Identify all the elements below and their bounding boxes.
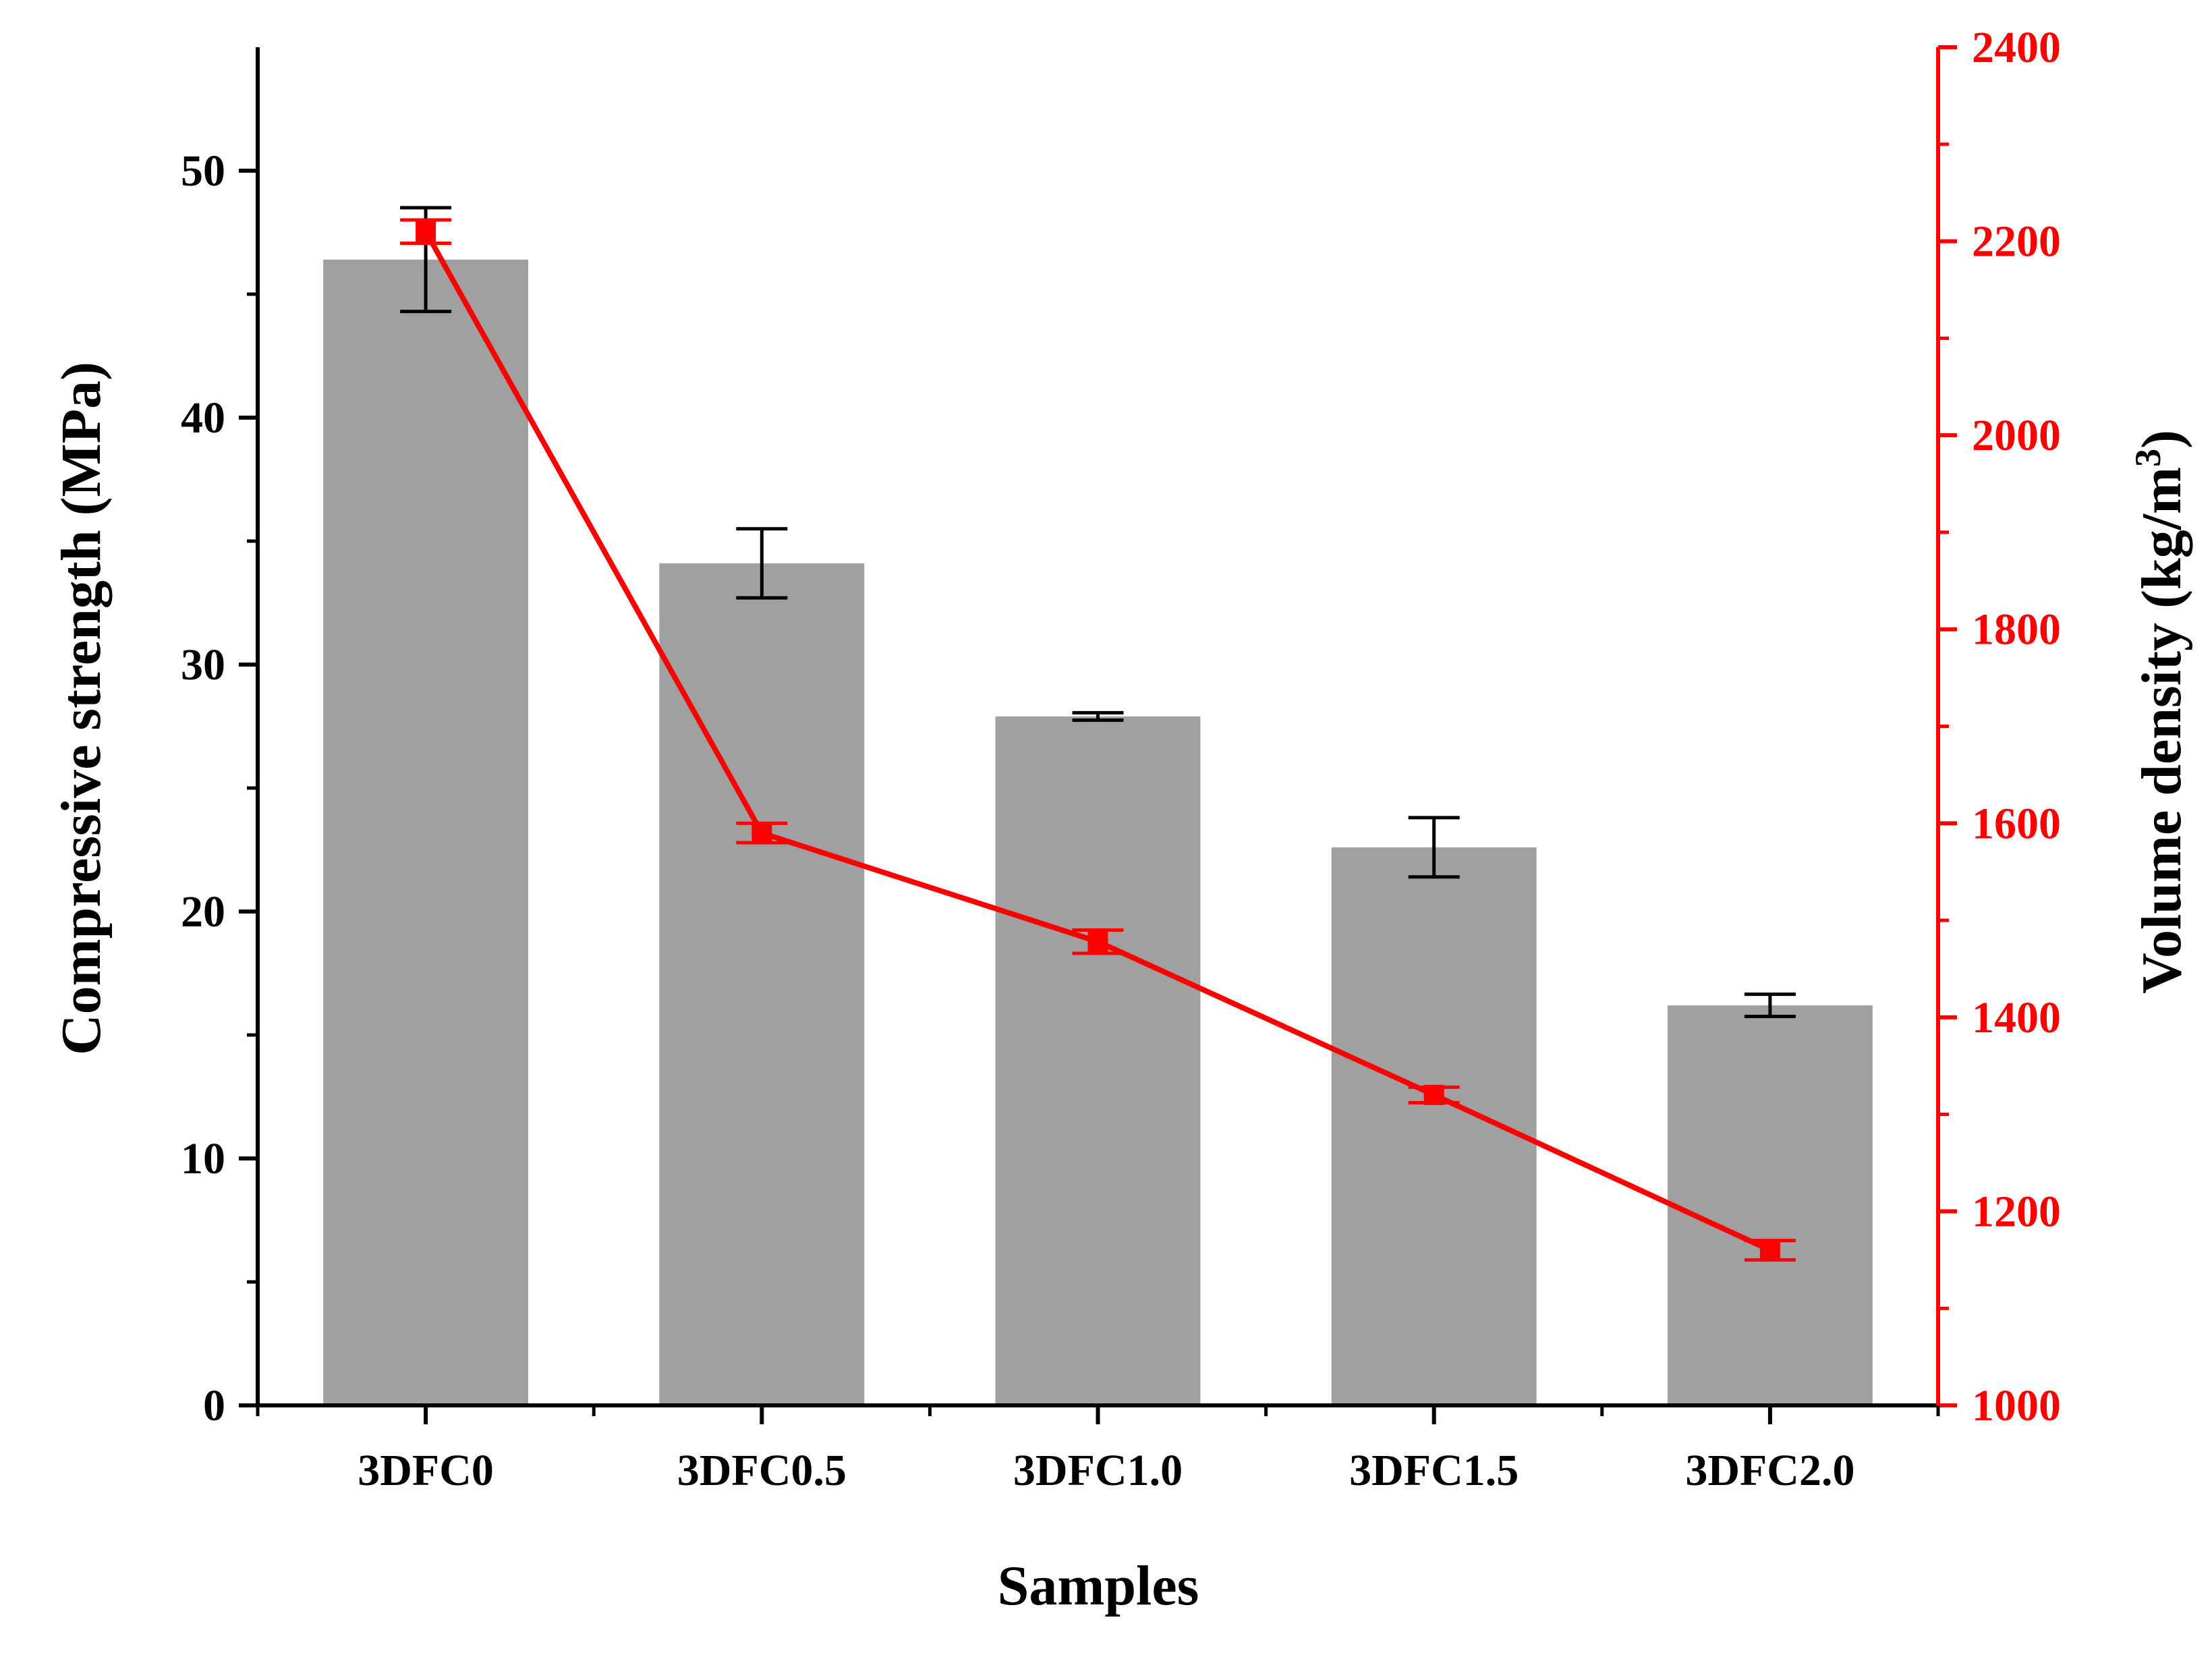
- density-marker-3DFC2.0: [1759, 1239, 1780, 1260]
- y-right-tick-label: 2200: [1972, 217, 2061, 267]
- density-marker-3DFC0.5: [751, 822, 772, 843]
- x-axis-title: Samples: [998, 1554, 1199, 1617]
- y-left-tick-label: 40: [181, 393, 225, 443]
- y-right-tick-label: 2400: [1972, 23, 2061, 72]
- density-marker-3DFC1.5: [1423, 1084, 1444, 1105]
- y-left-tick-label: 0: [203, 1381, 225, 1430]
- bar-3DFC2.0: [1667, 1005, 1873, 1405]
- bar-3DFC0: [323, 259, 529, 1405]
- x-tick-label: 3DFC0.5: [677, 1446, 847, 1495]
- y-right-tick-label: 1400: [1972, 993, 2061, 1042]
- y-right-axis-title-close: ): [2130, 430, 2193, 449]
- bars-layer: [323, 259, 1873, 1406]
- bar-3DFC1.0: [995, 716, 1201, 1405]
- y-right-tick-label: 1000: [1972, 1381, 2061, 1430]
- y-right-tick-label: 1200: [1972, 1187, 2061, 1236]
- y-left-tick-label: 20: [181, 887, 225, 936]
- bar-3DFC0.5: [659, 563, 865, 1406]
- ticks-layer: 0 10 20 30 40 50 1000 1200 1400 1600 1800 2000 2200 2…: [181, 23, 2061, 1495]
- density-line-layer: [400, 218, 1796, 1262]
- y-right-tick-label: 1800: [1972, 605, 2061, 654]
- x-tick-label: 3DFC2.0: [1685, 1446, 1854, 1495]
- y-right-axis-title-superscript: 3: [2128, 449, 2168, 467]
- y-left-tick-label: 30: [181, 640, 225, 690]
- density-marker-3DFC0: [416, 221, 436, 242]
- bar-error-bars: [400, 206, 1796, 1019]
- x-tick-label: 3DFC0: [358, 1446, 494, 1495]
- y-right-axis-title: Volume density (kg/m3): [2128, 430, 2193, 994]
- x-tick-label: 3DFC1.0: [1013, 1446, 1183, 1495]
- y-left-tick-label: 50: [181, 146, 225, 196]
- y-left-axis-title: Compressive strength (MPa): [50, 362, 113, 1055]
- x-tick-label: 3DFC1.5: [1349, 1446, 1519, 1495]
- y-right-tick-label: 2000: [1972, 411, 2061, 460]
- density-marker-3DFC1.0: [1087, 931, 1108, 952]
- y-left-tick-label: 10: [181, 1134, 225, 1183]
- y-right-tick-label: 1600: [1972, 799, 2061, 848]
- y-right-axis-title-main: Volume density (kg/m: [2130, 467, 2193, 994]
